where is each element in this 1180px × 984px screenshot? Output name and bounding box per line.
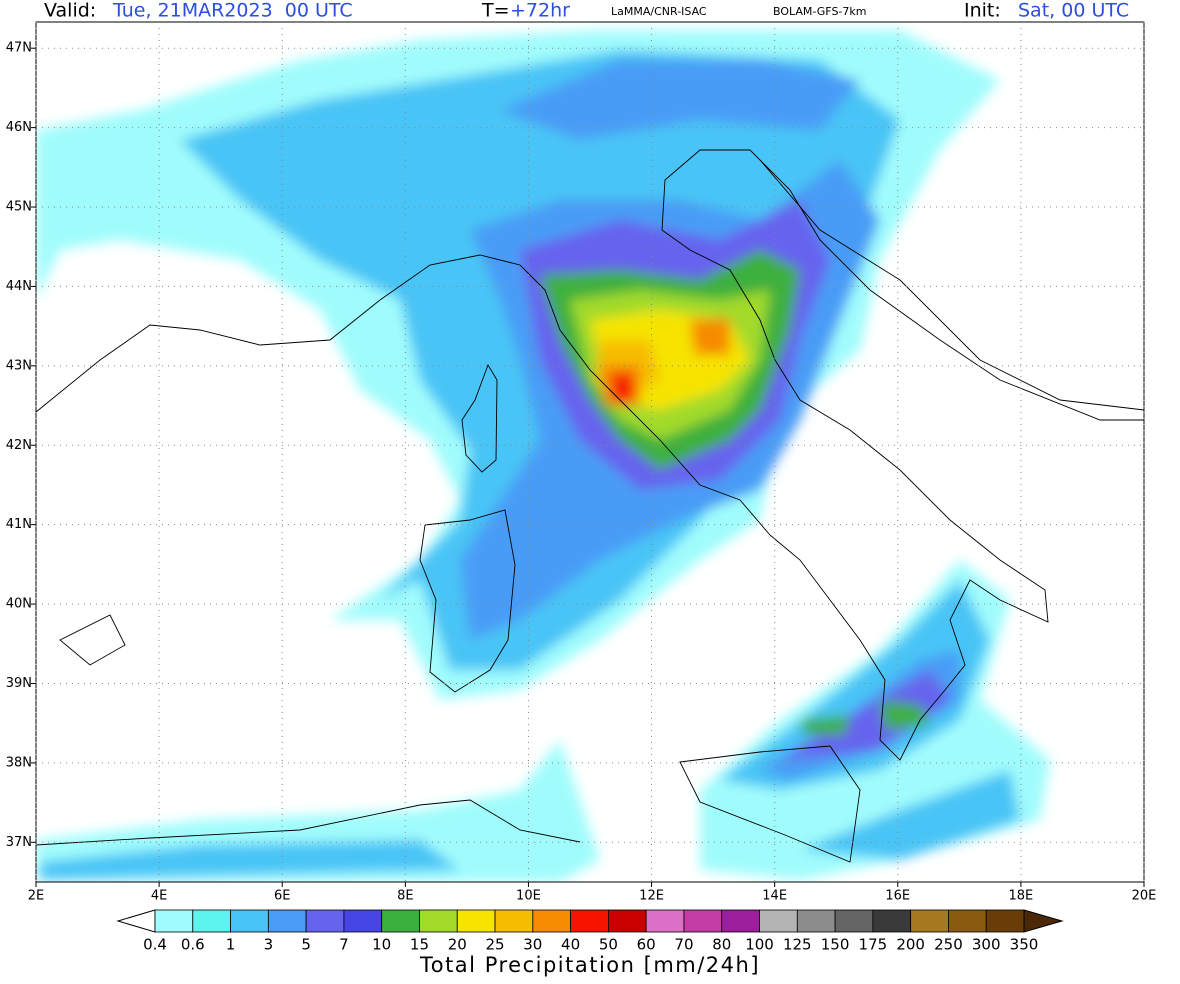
- corsica: [461, 363, 498, 473]
- colorbar-box: [759, 909, 798, 933]
- colorbar-label: 50: [599, 936, 618, 954]
- colorbar-box: [607, 909, 647, 933]
- map-frame: [35, 21, 1145, 883]
- y-tick-label: 46N: [6, 120, 32, 135]
- init-value: Sat, 00 UTC: [1018, 0, 1129, 22]
- colorbar-label: 1: [226, 936, 236, 954]
- colorbar-box: [985, 909, 1025, 933]
- y-tick-label: 43N: [6, 358, 32, 373]
- colorbar-under: [116, 909, 156, 933]
- colorbar-label: 70: [674, 936, 693, 954]
- colorbar-title: Total Precipitation [mm/24h]: [419, 953, 760, 977]
- colorbar-box: [532, 909, 572, 933]
- colorbar-box: [721, 909, 760, 933]
- colorbar-label: 100: [745, 936, 774, 954]
- x-tick-label: 2E: [28, 889, 45, 904]
- y-tick-label: 45N: [6, 200, 32, 215]
- valid-label: Valid:: [44, 0, 96, 22]
- colorbar-box: [192, 909, 231, 933]
- y-tick-label: 39N: [6, 676, 32, 691]
- colorbar-label: 300: [972, 936, 1001, 954]
- x-tick-label: 10E: [516, 889, 541, 904]
- colorbar-box: [154, 909, 194, 933]
- colorbar-box: [267, 909, 307, 933]
- colorbar-box: [305, 909, 345, 933]
- x-tick-label: 14E: [762, 889, 787, 904]
- colorbar-label: 40: [561, 936, 580, 954]
- colorbar-label: 30: [523, 936, 542, 954]
- x-tick-label: 16E: [885, 889, 910, 904]
- colorbar-label: 125: [783, 936, 812, 954]
- colorbar-box: [796, 909, 836, 933]
- colorbar-box: [570, 909, 609, 933]
- colorbar-box: [456, 909, 496, 933]
- colorbar-label: 250: [934, 936, 963, 954]
- colorbar-over: [1023, 909, 1064, 933]
- colorbar-box: [948, 909, 987, 933]
- colorbar: 0.4 0.6 1 3 5 7 10 15 20 25 30 40 50 60 70 80 100 125 150 1…: [116, 909, 1064, 954]
- colorbar-label: 10: [372, 936, 391, 954]
- colorbar-label: 25: [485, 936, 504, 954]
- source: LaMMA/CNR-ISAC: [611, 5, 707, 18]
- forecast-value: +72hr: [510, 0, 570, 22]
- forecast-label: T=: [481, 0, 510, 22]
- y-tick-label: 47N: [6, 41, 32, 56]
- colorbar-box: [645, 909, 685, 933]
- coastline-mainland: [36, 149, 1144, 761]
- x-tick-label: 4E: [151, 889, 168, 904]
- y-tick-label: 44N: [6, 279, 32, 294]
- sicily: [679, 745, 861, 863]
- axes: 2E 4E 6E 8E 10E 12E 14E 16E 18E 20E 37N 38N 39N 40N 41…: [6, 22, 1157, 904]
- colorbar-label: 7: [339, 936, 349, 954]
- x-tick-label: 8E: [397, 889, 414, 904]
- colorbar-label: 0.6: [181, 936, 205, 954]
- colorbar-label: 150: [821, 936, 850, 954]
- colorbar-label: 3: [264, 936, 274, 954]
- colorbar-box: [343, 909, 383, 933]
- colorbar-label: 80: [712, 936, 731, 954]
- y-tick-label: 42N: [6, 438, 32, 453]
- precipitation-field: [36, 30, 1050, 882]
- colorbar-box: [683, 909, 723, 933]
- y-tick-label: 41N: [6, 517, 32, 532]
- colorbar-label: 200: [896, 936, 925, 954]
- coastline-africa: [36, 799, 581, 846]
- colorbar-box: [872, 909, 912, 933]
- colorbar-box: [910, 909, 949, 933]
- colorbar-label: 350: [1010, 936, 1039, 954]
- coastlines: [36, 149, 1144, 863]
- colorbar-box: [230, 909, 269, 933]
- colorbar-label: 175: [859, 936, 888, 954]
- colorbar-box: [381, 909, 420, 933]
- colorbar-label: 5: [301, 936, 311, 954]
- y-tick-label: 40N: [6, 597, 32, 612]
- colorbar-label: 15: [410, 936, 429, 954]
- coastline-balkans: [759, 159, 1144, 411]
- x-tick-label: 6E: [274, 889, 291, 904]
- y-tick-label: 37N: [6, 835, 32, 850]
- x-tick-label: 20E: [1132, 889, 1157, 904]
- colorbar-label: 0.4: [143, 936, 167, 954]
- colorbar-box: [834, 909, 874, 933]
- balearics: [59, 614, 126, 666]
- valid-value: Tue, 21MAR2023 00 UTC: [112, 0, 353, 22]
- colorbar-box: [419, 909, 458, 933]
- colorbar-label: 20: [448, 936, 467, 954]
- colorbar-box: [494, 909, 534, 933]
- x-tick-label: 12E: [639, 889, 664, 904]
- init-label: Init:: [964, 0, 1001, 22]
- colorbar-label: 60: [637, 936, 656, 954]
- model: BOLAM-GFS-7km: [773, 5, 866, 18]
- sardinia: [419, 509, 516, 693]
- y-tick-label: 38N: [6, 755, 32, 770]
- x-tick-label: 18E: [1009, 889, 1034, 904]
